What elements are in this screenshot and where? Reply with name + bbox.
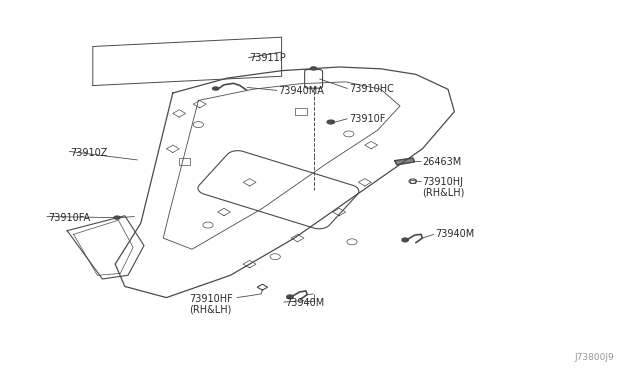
Text: 73940M: 73940M — [285, 298, 324, 308]
Text: 73910HC: 73910HC — [349, 84, 394, 94]
Circle shape — [326, 119, 335, 125]
Text: (RH&LH): (RH&LH) — [189, 305, 231, 314]
Circle shape — [409, 179, 417, 183]
FancyBboxPatch shape — [305, 70, 323, 88]
Text: 73910FA: 73910FA — [48, 213, 90, 222]
Circle shape — [212, 86, 220, 91]
Text: (RH&LH): (RH&LH) — [422, 187, 465, 197]
Circle shape — [287, 295, 293, 299]
Text: 73940M: 73940M — [435, 230, 474, 239]
Bar — [179, 158, 190, 165]
Text: 73910HJ: 73910HJ — [422, 177, 463, 187]
Text: 73910HF: 73910HF — [189, 295, 232, 304]
Bar — [410, 180, 415, 183]
Text: 26463M: 26463M — [422, 157, 461, 167]
Bar — [295, 108, 307, 115]
Polygon shape — [395, 158, 415, 165]
Text: 73910F: 73910F — [349, 114, 385, 124]
Circle shape — [310, 66, 317, 71]
Text: 73911P: 73911P — [250, 53, 286, 62]
Circle shape — [113, 215, 121, 220]
Text: 73910Z: 73910Z — [70, 148, 108, 157]
Text: J73800J9: J73800J9 — [575, 353, 614, 362]
Circle shape — [402, 238, 408, 242]
Text: 73940MA: 73940MA — [278, 86, 324, 96]
